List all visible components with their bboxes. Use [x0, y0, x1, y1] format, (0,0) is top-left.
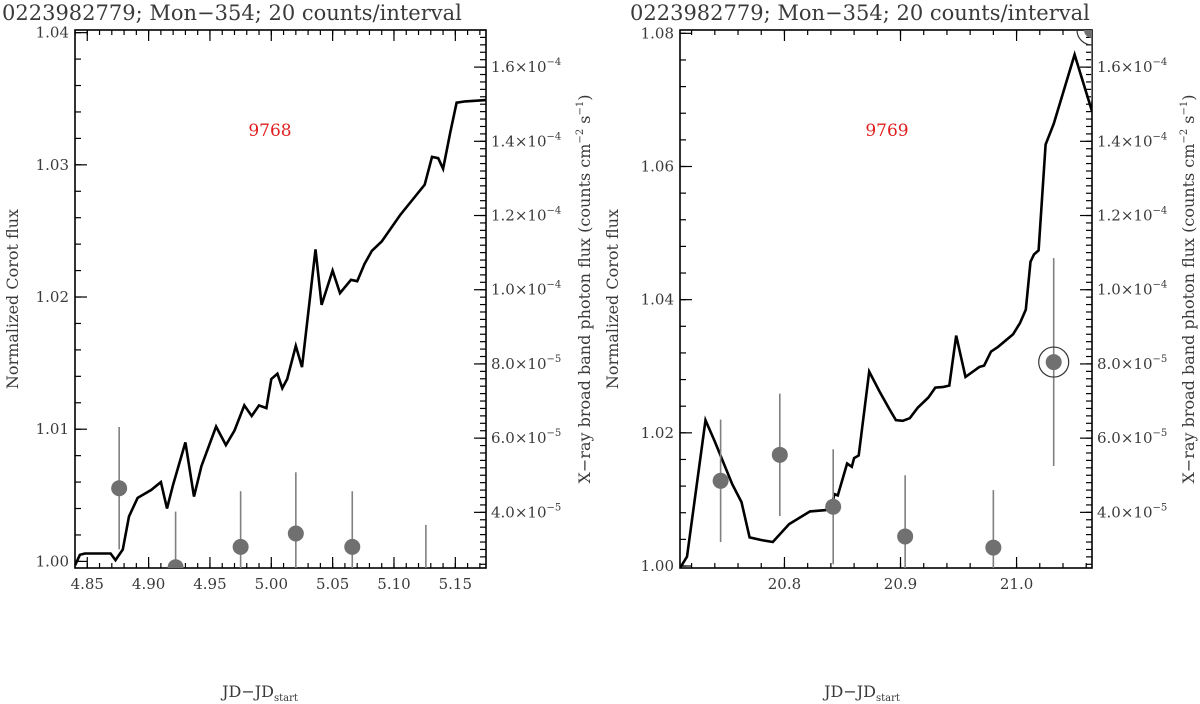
plot-frame [74, 29, 487, 569]
chart-annotation: 9769 [865, 121, 908, 141]
y-left-tick-label: 1.01 [36, 420, 69, 438]
chart-annotation: 9768 [248, 121, 291, 141]
y-left-tick-label: 1.00 [36, 552, 69, 570]
chart-panel-1: 0223982779; Mon−354; 20 counts/interval 4… [2, 1, 594, 704]
xray-point [771, 446, 788, 463]
xray-point [897, 528, 914, 545]
y-left-tick-label: 1.02 [641, 424, 674, 442]
y-left-tick-label: 1.08 [641, 24, 674, 42]
xray-point [1045, 354, 1062, 371]
xray-point [287, 525, 304, 542]
xray-point [712, 472, 729, 489]
plot-area [680, 30, 1092, 568]
y-right-tick-label: 1.2×10−4 [1097, 206, 1167, 225]
x-tick-label: 5.15 [439, 575, 472, 593]
xray-point-highlight-ring [1038, 346, 1070, 378]
chart-title: 0223982779; Mon−354; 20 counts/interval [630, 1, 1090, 25]
x-tick-label: 4.95 [193, 575, 226, 593]
x-tick-label: 20.8 [768, 575, 801, 593]
chart-panel-2: 0223982779; Mon−354; 20 counts/interval 2… [603, 1, 1198, 704]
y-left-tick-label: 1.03 [36, 156, 69, 174]
y-right-tick-label: 4.0×10−5 [1097, 502, 1167, 521]
x-tick-label: 20.9 [884, 575, 917, 593]
y-left-axis-title: Normalized Corot flux [3, 209, 22, 389]
y-right-tick-label: 1.4×10−4 [1097, 131, 1167, 150]
y-right-axis-title: X−ray broad band photon flux (counts cm−… [1179, 95, 1198, 484]
x-tick-label: 4.90 [132, 575, 165, 593]
y-left-tick-label: 1.00 [641, 557, 674, 575]
xray-point [232, 538, 249, 555]
x-axis-title: JD−JDstart [822, 682, 900, 704]
xray-point [167, 559, 184, 568]
y-right-tick-label: 8.0×10−5 [1097, 354, 1167, 373]
x-tick-label: 5.05 [316, 575, 349, 593]
xray-point [344, 538, 361, 555]
corot-lightcurve-line [680, 50, 1092, 568]
xray-point [418, 569, 434, 585]
y-right-tick-label: 1.6×10−4 [491, 57, 561, 76]
y-left-tick-label: 1.06 [641, 157, 674, 175]
y-right-tick-label: 1.2×10−4 [491, 206, 561, 225]
y-right-tick-label: 1.6×10−4 [1097, 57, 1167, 76]
y-left-axis-title: Normalized Corot flux [603, 209, 622, 389]
y-right-tick-label: 1.0×10−4 [491, 280, 561, 299]
chart-title: 0223982779; Mon−354; 20 counts/interval [2, 1, 462, 25]
y-right-tick-label: 1.0×10−4 [1097, 280, 1167, 299]
y-right-tick-label: 8.0×10−5 [491, 354, 561, 373]
y-right-tick-label: 6.0×10−5 [1097, 428, 1167, 447]
x-axis-title: JD−JDstart [220, 682, 298, 704]
y-right-tick-label: 4.0×10−5 [491, 502, 561, 521]
x-tick-label: 5.10 [377, 575, 410, 593]
y-right-axis-title: X−ray broad band photon flux (counts cm−… [575, 95, 594, 484]
y-right-tick-label: 1.4×10−4 [491, 131, 561, 150]
xray-point [1084, 30, 1092, 38]
plot-frame [679, 29, 1093, 569]
x-tick-label: 4.85 [71, 575, 104, 593]
xray-point [985, 539, 1002, 556]
x-tick-label: 5.00 [255, 575, 288, 593]
xray-point [111, 480, 128, 497]
y-left-tick-label: 1.02 [36, 288, 69, 306]
y-right-tick-label: 6.0×10−5 [491, 428, 561, 447]
corot-lightcurve-line [75, 98, 486, 566]
plot-area [75, 98, 486, 585]
x-tick-label: 21.0 [1000, 575, 1033, 593]
y-left-tick-label: 1.04 [641, 291, 674, 309]
y-left-tick-label: 1.04 [36, 24, 69, 42]
xray-point [825, 498, 842, 515]
